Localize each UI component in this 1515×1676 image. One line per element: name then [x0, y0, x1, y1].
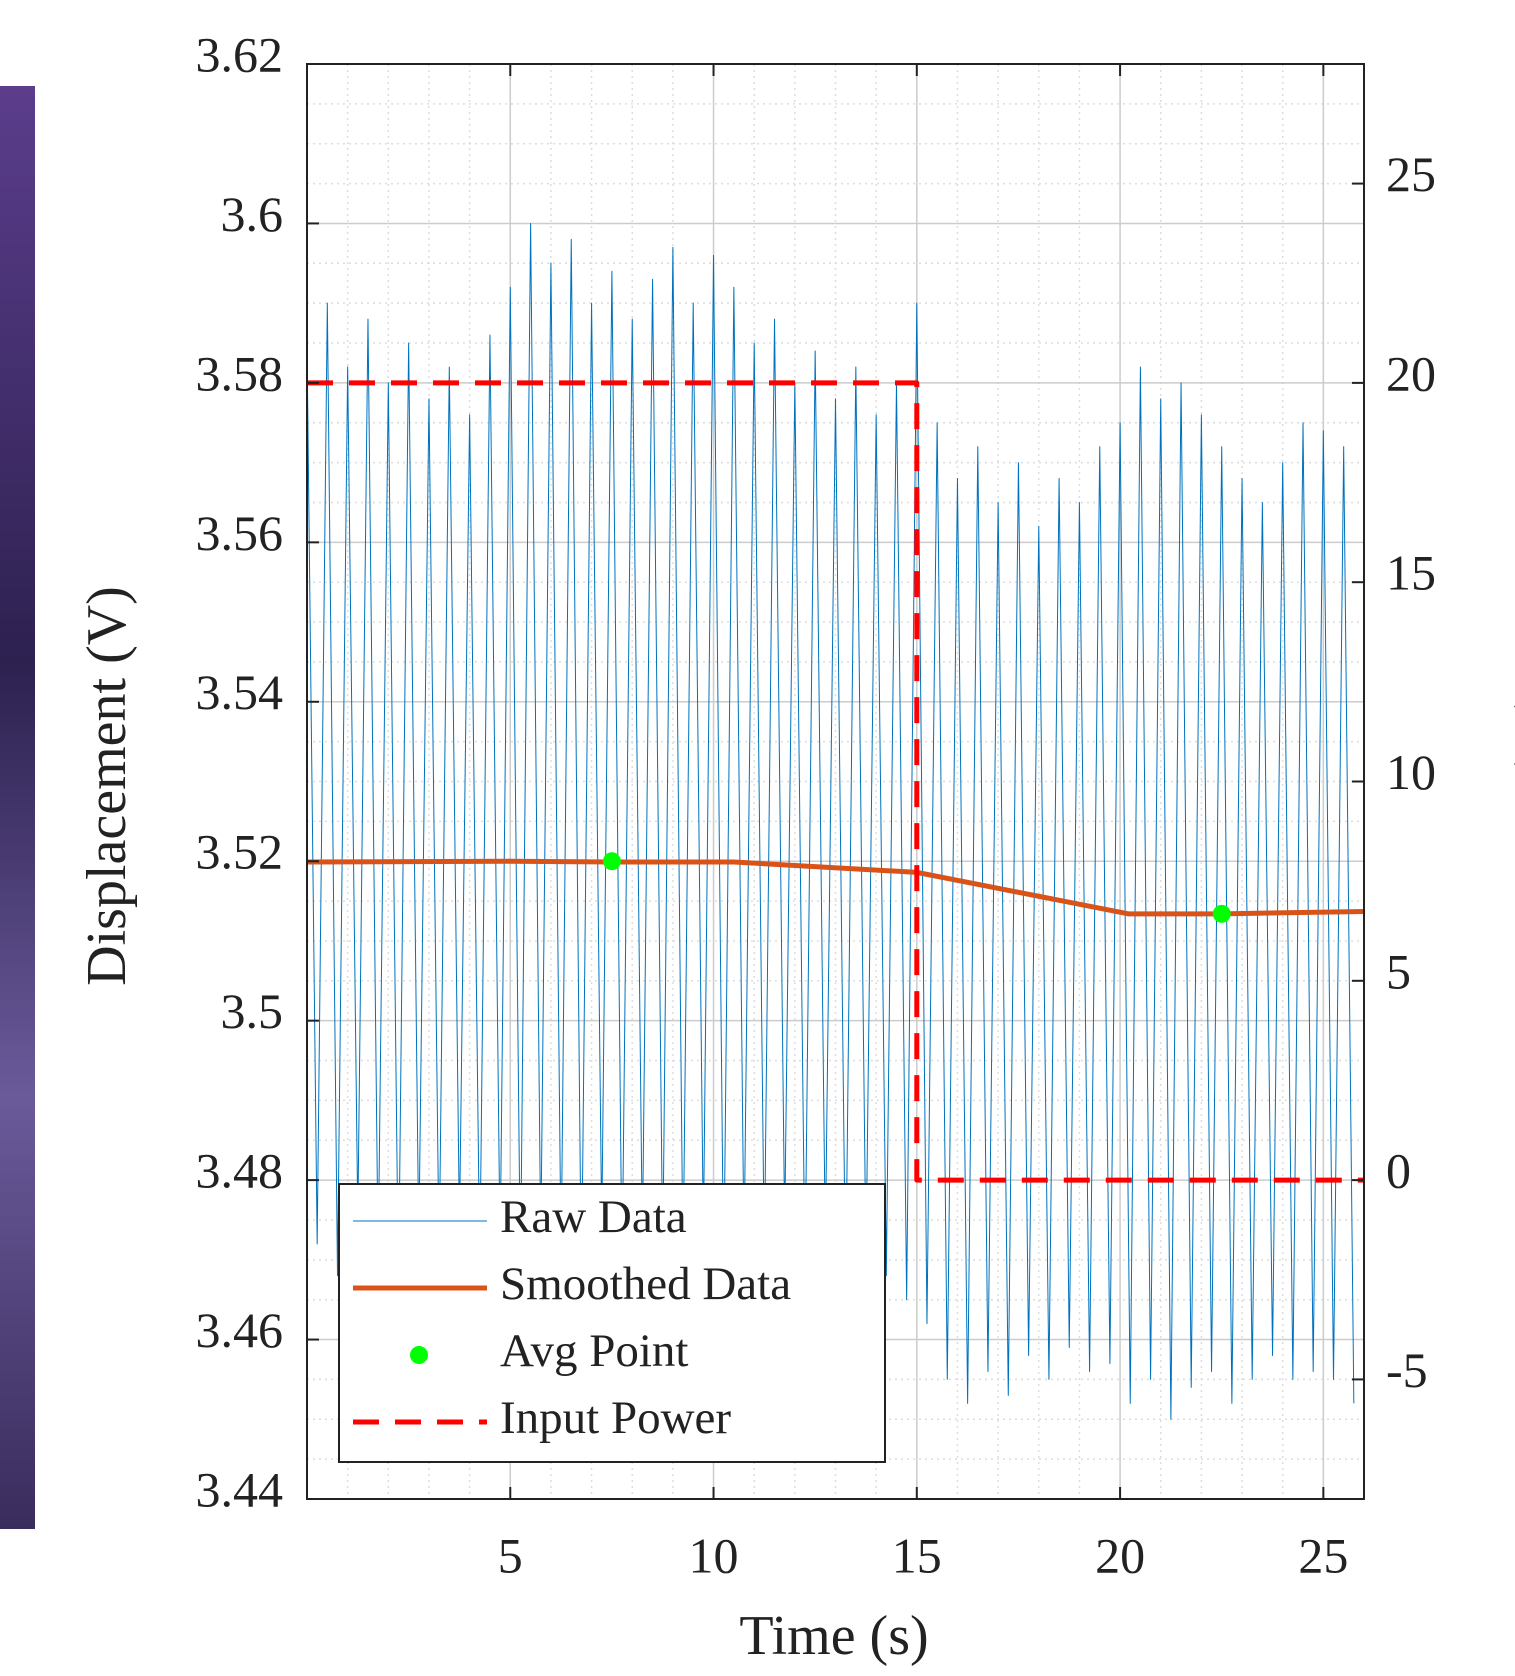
y-tick-label: 3.46 — [196, 1302, 284, 1358]
photo-strip — [0, 86, 35, 1529]
legend-label: Raw Data — [500, 1191, 687, 1243]
y2-tick-label: 25 — [1386, 146, 1436, 202]
y2-tick-label: 20 — [1386, 345, 1436, 401]
x-tick-label: 15 — [892, 1527, 942, 1583]
x-tick-label: 25 — [1298, 1527, 1348, 1583]
y-tick-label: 3.6 — [221, 186, 284, 242]
y-tick-label: 3.54 — [196, 664, 284, 720]
y-tick-label: 3.48 — [196, 1143, 284, 1199]
legend-label: Smoothed Data — [500, 1258, 791, 1310]
y2-tick-label: 10 — [1386, 744, 1436, 800]
legend-box — [338, 1183, 886, 1463]
y-tick-label: 3.5 — [221, 983, 284, 1039]
y2-axis-label: Input Power (W) — [1504, 690, 1515, 1069]
y-tick-label: 3.44 — [196, 1461, 284, 1517]
y2-tick-label: 5 — [1386, 943, 1411, 999]
avg-point — [1212, 904, 1231, 923]
legend-label: Input Power — [500, 1392, 731, 1444]
plot-frame — [306, 63, 1365, 1500]
axes: 3.44 3.46 3.48 3.5 3.52 3.54 3.56 3.58 3.6 3.62 5 1… — [196, 26, 1437, 1583]
x-axis-label: Time (s) — [739, 1605, 928, 1667]
series-line — [307, 222, 1355, 1420]
y-tick-label: 3.52 — [196, 824, 284, 880]
y-tick-label: 3.56 — [196, 505, 284, 561]
legend-swatch — [410, 1346, 428, 1364]
x-tick-label: 5 — [498, 1527, 523, 1583]
legend: Raw Data Smoothed Data Avg Point Input Powe… — [338, 1183, 886, 1463]
series-line — [307, 858, 1364, 917]
y-tick-label: 3.62 — [196, 26, 284, 82]
avg-point — [602, 852, 621, 871]
x-tick-label: 20 — [1095, 1527, 1145, 1583]
y-tick-label: 3.58 — [196, 345, 284, 401]
y2-tick-label: -5 — [1386, 1342, 1428, 1398]
y2-tick-label: 0 — [1386, 1143, 1411, 1199]
y-axis-label: Displacement (V) — [76, 586, 138, 986]
legend-label: Avg Point — [500, 1325, 688, 1377]
series-line — [307, 380, 1364, 1183]
x-tick-label: 10 — [689, 1527, 739, 1583]
y2-tick-label: 15 — [1386, 545, 1436, 601]
plot-area — [307, 222, 1364, 1420]
